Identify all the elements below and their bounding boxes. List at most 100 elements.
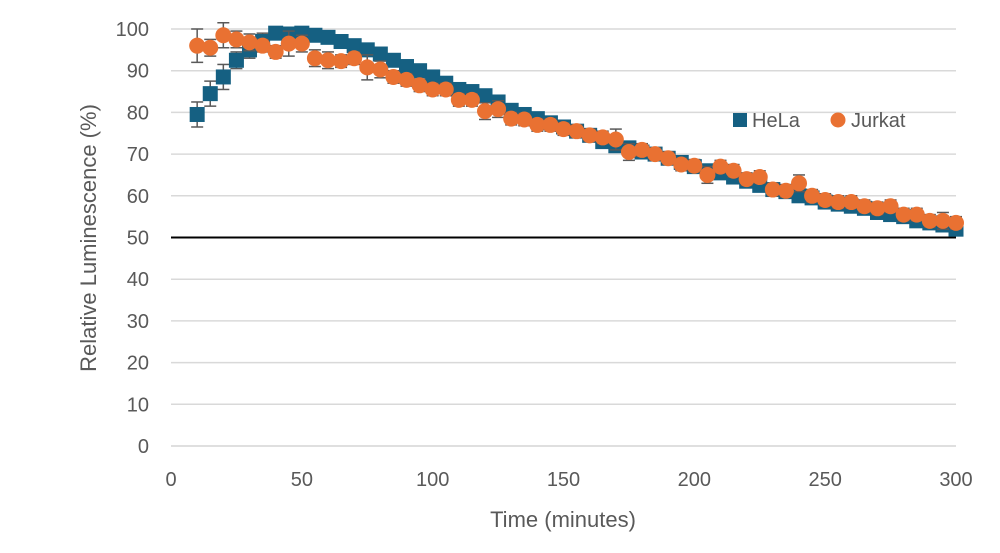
data-point [634,141,650,158]
data-point [882,198,899,215]
data-point [189,106,205,122]
data-point [477,103,493,120]
data-point [346,38,362,54]
data-point [529,116,546,133]
legend-marker-jurkat [830,112,846,128]
data-point [320,29,336,45]
data-point [908,206,925,223]
data-point [307,27,323,43]
data-point [490,101,507,118]
data-point [385,52,401,68]
data-point [738,171,755,188]
data-point [398,71,415,88]
x-tick-labels: 0 50 100 150 200 250 300 [165,469,972,491]
data-point [385,68,402,85]
data-point [686,157,703,174]
y-tick-label: 40 [127,269,149,291]
y-tick-label: 20 [127,353,149,375]
data-point [581,127,598,144]
data-point [817,191,834,208]
y-axis-title: Relative Luminescence (%) [76,104,101,372]
data-point [359,59,376,76]
data-point [412,63,428,79]
y-tick-label: 70 [127,144,149,166]
y-tick-label: 30 [127,311,149,333]
data-point [830,194,847,211]
data-point [804,187,821,204]
data-point [306,50,323,67]
data-point [280,35,297,52]
data-point [791,175,807,192]
series-layer [189,21,964,237]
data-point [333,53,350,70]
y-tick-labels: 0 10 20 30 40 50 60 70 80 90 100 [116,19,149,458]
legend-label-hela: HeLa [752,110,801,132]
data-point [673,156,690,173]
data-point [424,81,441,98]
data-point [843,194,860,211]
data-point [411,77,428,94]
x-tick-label: 150 [547,469,580,491]
legend-label-jurkat: Jurkat [851,110,906,132]
data-point [477,88,493,104]
y-tick-label: 10 [127,394,149,416]
data-point [202,86,218,102]
data-point [895,206,912,223]
data-point [555,121,572,138]
data-point [699,166,716,183]
data-point [607,131,624,148]
data-point [594,129,611,146]
data-point [215,27,232,44]
data-point [503,110,520,127]
x-tick-label: 250 [808,469,841,491]
data-point [450,91,467,108]
data-point [751,169,768,186]
data-point [399,59,414,75]
x-tick-label: 100 [416,469,449,491]
data-point [254,37,271,54]
data-point [346,50,363,67]
data-point [725,162,742,179]
data-point [228,31,245,48]
data-point [189,37,206,54]
data-point [568,123,585,140]
data-point [777,182,794,199]
data-point [660,150,677,167]
y-tick-label: 60 [127,186,149,208]
y-tick-label: 80 [127,102,149,124]
y-tick-label: 0 [138,436,149,458]
series-jurkat [189,21,964,231]
y-tick-label: 90 [127,61,149,83]
data-point [764,181,781,198]
x-tick-label: 300 [939,469,972,491]
data-point [620,144,637,161]
data-point [425,69,441,85]
data-point [202,39,219,56]
y-tick-label: 50 [127,228,149,250]
legend-marker-hela [733,113,747,127]
data-point [948,214,964,231]
x-tick-label: 50 [291,469,313,491]
data-point [856,198,873,215]
data-point [333,34,349,50]
data-point [921,212,938,229]
x-tick-label: 0 [165,469,176,491]
data-point [359,42,375,58]
data-point [516,111,533,128]
data-point [372,46,388,62]
y-tick-label: 100 [116,19,149,41]
data-point [647,146,664,163]
data-point [542,116,559,133]
data-point [463,91,480,108]
legend: HeLa Jurkat [733,110,906,132]
data-point [228,52,244,68]
data-point [268,25,284,41]
data-point [293,35,310,52]
gridlines [171,28,956,406]
x-tick-label: 200 [678,469,711,491]
data-point [215,69,231,85]
data-point [934,212,951,229]
data-point [267,43,284,60]
data-point [437,81,454,98]
